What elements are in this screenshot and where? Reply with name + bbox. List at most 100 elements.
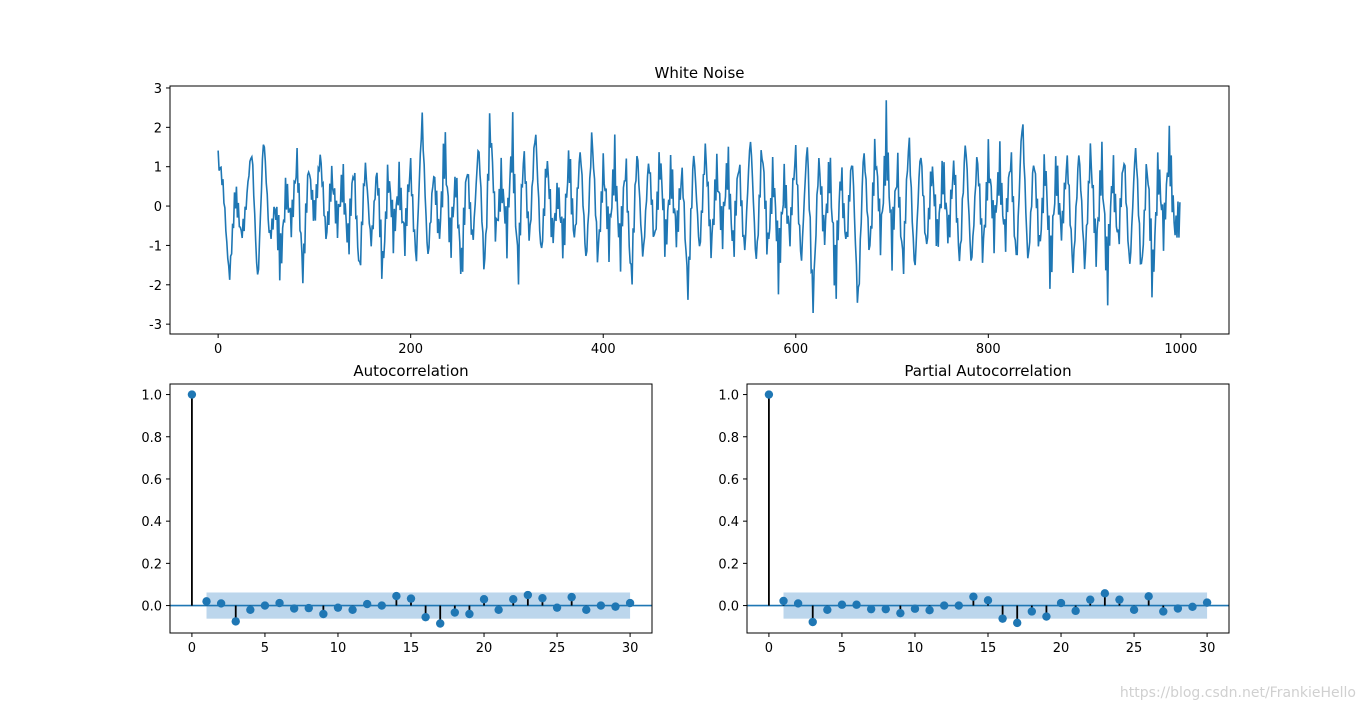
x-tick-label: 800	[976, 342, 1001, 357]
x-tick-label: 30	[1199, 641, 1216, 656]
y-tick-label: 3	[154, 82, 162, 97]
stem-marker	[289, 604, 299, 613]
chart-title: White Noise	[655, 64, 745, 82]
stem-marker	[1188, 602, 1197, 612]
y-tick-label: 0.0	[718, 600, 739, 615]
x-tick-label: 30	[622, 641, 639, 656]
stem-marker	[1159, 607, 1168, 616]
stem-marker	[596, 601, 606, 610]
stem-marker	[567, 592, 576, 602]
stem-marker	[538, 593, 547, 603]
stem-marker	[216, 599, 226, 608]
x-tick-label: 10	[907, 641, 924, 656]
stem-marker	[479, 595, 489, 604]
stem-marker	[392, 591, 401, 601]
axes-frame	[169, 383, 653, 634]
y-tick-label: 0.2	[141, 557, 162, 572]
stem-marker	[348, 605, 357, 614]
chart-title: Partial Autocorrelation	[904, 362, 1071, 380]
chart-title: Autocorrelation	[353, 362, 468, 380]
stem-marker	[1202, 598, 1212, 607]
x-tick-label: 400	[591, 342, 616, 357]
y-tick-label: 0.8	[141, 431, 162, 446]
x-tick-label: 5	[261, 641, 269, 656]
x-tick-label: 15	[403, 641, 420, 656]
stem-marker	[1056, 598, 1066, 608]
x-tick-label: 200	[398, 342, 423, 357]
y-tick-label: 0.4	[141, 515, 162, 530]
stem-marker	[260, 601, 270, 610]
partial-autocorrelation-panel: Partial Autocorrelation 0 5 10 15 20 25 30 0.0 0.…	[718, 362, 1230, 656]
stem-marker	[969, 592, 978, 601]
stem-marker	[779, 596, 788, 606]
stem-marker	[625, 598, 635, 608]
x-tick-label: 15	[980, 641, 997, 656]
stem-marker	[377, 601, 386, 610]
autocorrelation-panel: Autocorrelation 0 5 10 15 20 25 30 0.0 0.2 0.4 0.6 0…	[141, 362, 653, 656]
y-tick-label: 1.0	[141, 389, 162, 404]
y-tick-label: 0.4	[718, 515, 739, 530]
stem-marker	[939, 601, 949, 610]
stem-marker	[1100, 589, 1110, 598]
stem-marker	[275, 598, 284, 608]
stem-marker	[509, 595, 518, 604]
stem-marker	[319, 609, 328, 619]
x-tick-label: 20	[1053, 641, 1070, 656]
stem-marker	[436, 619, 445, 628]
y-tick-label: -2	[149, 279, 162, 294]
x-tick-label: 1000	[1164, 342, 1197, 357]
y-tick-label: 0.8	[718, 431, 739, 446]
x-tick-label: 0	[765, 641, 773, 656]
y-tick-label: 2	[154, 121, 162, 136]
stem-marker	[954, 601, 963, 610]
y-tick-label: 0.0	[141, 600, 162, 615]
x-tick-label: 600	[783, 342, 808, 357]
stem-marker	[333, 603, 343, 612]
stem-marker	[523, 590, 533, 600]
stem-marker	[611, 602, 620, 611]
stem-marker	[1027, 607, 1037, 616]
y-tick-label: 0.6	[141, 473, 162, 488]
stem-marker	[1115, 595, 1124, 604]
stem-marker	[910, 604, 920, 613]
stem-marker	[881, 604, 890, 614]
stem-marker	[764, 390, 774, 399]
stem-marker	[406, 594, 416, 603]
axes-frame	[746, 383, 1230, 634]
stem-marker	[246, 605, 255, 614]
stem-marker	[187, 390, 197, 399]
x-tick-label: 0	[214, 342, 222, 357]
stem-marker	[1129, 605, 1139, 614]
stem-marker	[866, 604, 876, 614]
stem-marker	[1042, 612, 1051, 621]
stem-marker	[808, 617, 817, 627]
stem-marker	[231, 617, 240, 626]
stem-marker	[852, 600, 861, 609]
stem-marker	[494, 605, 503, 614]
x-tick-label: 25	[1126, 641, 1143, 656]
y-tick-label: -3	[149, 318, 162, 333]
x-tick-label: 5	[838, 641, 846, 656]
stem-marker	[1071, 606, 1080, 616]
y-tick-label: -1	[149, 239, 162, 254]
stem-marker	[823, 605, 832, 614]
stem-marker	[465, 609, 474, 619]
stem-marker	[998, 614, 1007, 623]
series-line	[217, 100, 1181, 313]
stem-marker	[450, 608, 460, 617]
stem-marker	[362, 599, 372, 609]
stem-marker	[552, 603, 562, 612]
axes-frame	[169, 85, 1230, 335]
stem-marker	[793, 599, 803, 608]
y-tick-label: 0.6	[718, 473, 739, 488]
stem-marker	[1173, 604, 1183, 613]
stem-marker	[304, 603, 313, 613]
y-tick-label: 0.2	[718, 557, 739, 572]
stem-marker	[202, 597, 211, 606]
y-tick-label: 1.0	[718, 389, 739, 404]
stem-marker	[925, 606, 934, 615]
stem-marker	[1086, 595, 1095, 604]
watermark-text: https://blog.csdn.net/FrankieHello	[1119, 685, 1356, 701]
y-tick-label: 1	[154, 161, 162, 176]
x-tick-label: 20	[476, 641, 493, 656]
